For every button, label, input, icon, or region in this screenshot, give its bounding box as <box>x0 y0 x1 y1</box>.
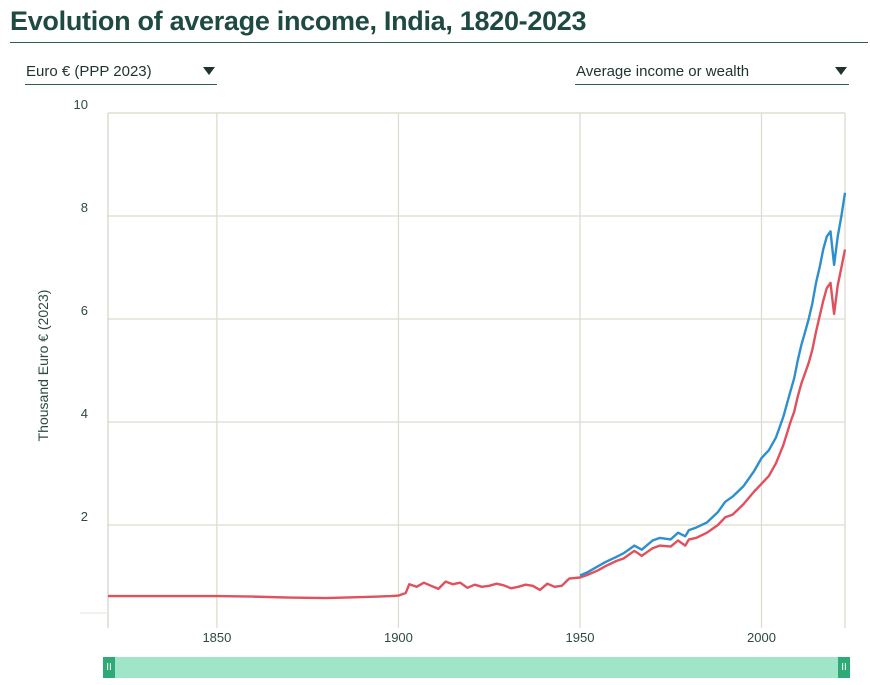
range-handle-start[interactable]: II <box>103 657 115 678</box>
range-handle-end[interactable]: II <box>838 657 850 678</box>
x-tick-label: 1950 <box>566 630 595 645</box>
page-title: Evolution of average income, India, 1820… <box>10 6 587 36</box>
y-tick-label: 10 <box>74 97 88 112</box>
y-axis-title: Thousand Euro € (2023) <box>35 290 51 442</box>
indicator-dropdown-value: Average income or wealth <box>576 63 750 80</box>
line-chart: 2 4 6 8 10 1850 1900 1950 2000 Thousand Euro € (2… <box>35 97 847 645</box>
chevron-down-icon <box>835 67 847 75</box>
y-tick-label: 4 <box>81 406 88 421</box>
x-tick-label: 2000 <box>747 630 776 645</box>
series-line-1 <box>108 249 847 600</box>
x-tick-label: 1850 <box>202 630 231 645</box>
currency-dropdown-value: Euro € (PPP 2023) <box>26 63 152 80</box>
chevron-down-icon <box>203 67 215 75</box>
y-tick-label: 8 <box>81 200 88 215</box>
title-divider <box>10 42 868 43</box>
y-tick-label: 2 <box>81 509 88 524</box>
time-range-slider[interactable] <box>103 657 850 678</box>
x-tick-label: 1900 <box>384 630 413 645</box>
series-line-2 <box>579 192 847 577</box>
indicator-dropdown[interactable]: Average income or wealth <box>575 58 849 85</box>
y-tick-label: 6 <box>81 303 88 318</box>
currency-dropdown[interactable]: Euro € (PPP 2023) <box>25 58 217 85</box>
